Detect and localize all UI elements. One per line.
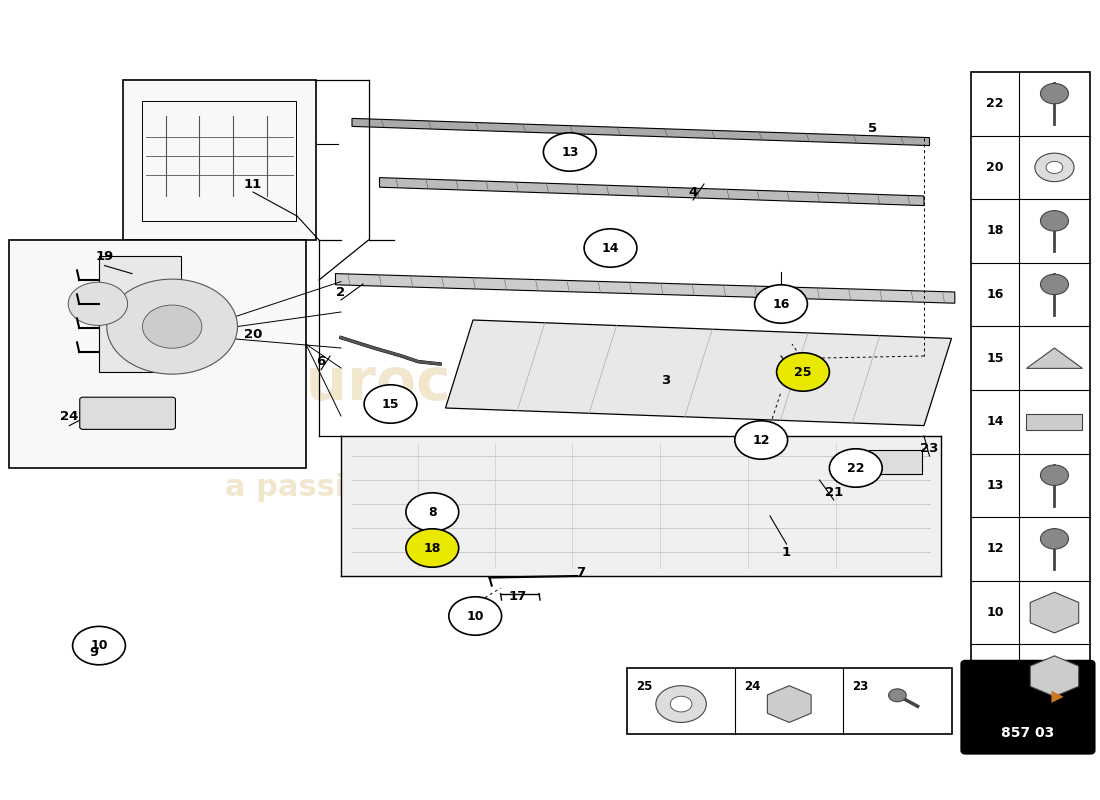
Text: 24: 24 <box>60 410 78 422</box>
Text: 857 03: 857 03 <box>1001 726 1055 740</box>
Text: 22: 22 <box>987 98 1004 110</box>
Circle shape <box>1041 529 1068 549</box>
Circle shape <box>364 385 417 423</box>
Circle shape <box>889 689 906 702</box>
Circle shape <box>1041 83 1068 104</box>
Circle shape <box>735 421 788 459</box>
Text: 25: 25 <box>794 366 812 378</box>
Polygon shape <box>336 274 955 303</box>
Circle shape <box>1035 153 1074 182</box>
Circle shape <box>1041 274 1068 294</box>
Circle shape <box>584 229 637 267</box>
Text: 3: 3 <box>661 374 670 386</box>
FancyBboxPatch shape <box>80 398 176 430</box>
Text: 15: 15 <box>382 398 399 410</box>
Text: 18: 18 <box>987 225 1003 238</box>
Text: 21: 21 <box>825 486 843 498</box>
Text: 18: 18 <box>424 542 441 554</box>
FancyBboxPatch shape <box>99 256 182 372</box>
Circle shape <box>1041 465 1068 486</box>
Text: 14: 14 <box>987 415 1004 428</box>
Text: a passion for parts since 1985: a passion for parts since 1985 <box>224 474 744 502</box>
FancyBboxPatch shape <box>627 668 952 734</box>
Text: 10: 10 <box>90 639 108 652</box>
Text: 20: 20 <box>987 161 1004 174</box>
Circle shape <box>406 529 459 567</box>
Circle shape <box>656 686 706 722</box>
Circle shape <box>543 133 596 171</box>
FancyBboxPatch shape <box>971 72 1090 708</box>
Circle shape <box>1041 210 1068 231</box>
FancyBboxPatch shape <box>123 80 316 240</box>
Text: 24: 24 <box>744 680 760 693</box>
Circle shape <box>73 626 125 665</box>
Circle shape <box>777 353 829 391</box>
FancyBboxPatch shape <box>9 240 306 468</box>
Circle shape <box>107 279 238 374</box>
Circle shape <box>143 305 202 348</box>
Text: 23: 23 <box>852 680 868 693</box>
Text: 16: 16 <box>772 298 790 310</box>
Text: 23: 23 <box>921 442 938 454</box>
Circle shape <box>829 449 882 487</box>
Text: 19: 19 <box>96 250 113 262</box>
Circle shape <box>670 696 692 712</box>
Polygon shape <box>446 320 952 426</box>
Text: 5: 5 <box>868 122 877 134</box>
Polygon shape <box>379 178 924 206</box>
Text: 8: 8 <box>991 670 1000 682</box>
Polygon shape <box>1031 592 1079 633</box>
Polygon shape <box>1031 656 1079 697</box>
Text: 10: 10 <box>466 610 484 622</box>
FancyBboxPatch shape <box>341 436 940 576</box>
Polygon shape <box>352 118 929 146</box>
Circle shape <box>1046 162 1063 174</box>
Text: 13: 13 <box>987 479 1003 492</box>
Text: 11: 11 <box>244 178 262 190</box>
FancyBboxPatch shape <box>1026 414 1082 430</box>
Text: 8: 8 <box>428 506 437 518</box>
Text: 22: 22 <box>847 462 865 474</box>
Text: 10: 10 <box>987 606 1004 619</box>
Text: 13: 13 <box>561 146 579 158</box>
Circle shape <box>68 282 128 326</box>
FancyBboxPatch shape <box>961 661 1094 754</box>
Text: 12: 12 <box>987 542 1004 555</box>
Text: 12: 12 <box>752 434 770 446</box>
Text: 20: 20 <box>244 328 262 341</box>
FancyBboxPatch shape <box>869 450 922 474</box>
Text: 17: 17 <box>509 590 527 602</box>
Circle shape <box>755 285 807 323</box>
Text: 15: 15 <box>987 352 1004 365</box>
Text: 25: 25 <box>636 680 652 693</box>
Polygon shape <box>768 686 811 722</box>
Text: 2: 2 <box>337 286 345 298</box>
Circle shape <box>406 493 459 531</box>
Text: 9: 9 <box>89 646 98 658</box>
Text: 1: 1 <box>782 546 791 558</box>
Text: eurocarbytes: eurocarbytes <box>266 355 702 413</box>
Text: 16: 16 <box>987 288 1003 301</box>
Text: 7: 7 <box>576 566 585 578</box>
Text: 4: 4 <box>689 186 697 198</box>
Text: 14: 14 <box>602 242 619 254</box>
Circle shape <box>449 597 502 635</box>
Polygon shape <box>1026 348 1082 368</box>
Text: 6: 6 <box>317 355 326 368</box>
